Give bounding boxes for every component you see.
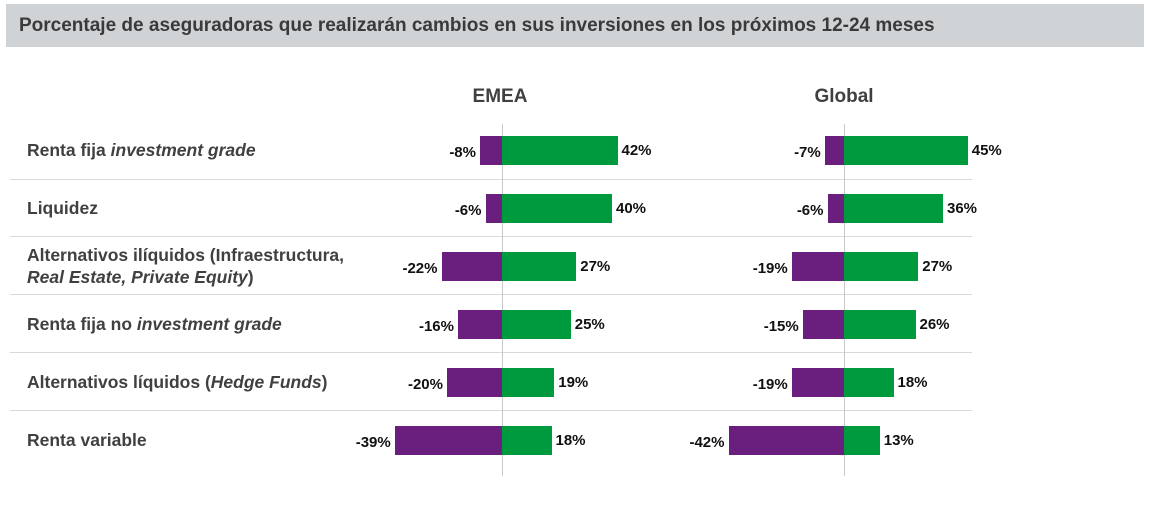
bar-increase bbox=[502, 310, 571, 339]
bar-increase-label: 27% bbox=[922, 258, 953, 275]
bar-increase bbox=[502, 368, 555, 397]
bar-decrease-label: -22% bbox=[402, 260, 438, 277]
bar-increase bbox=[502, 194, 612, 223]
bar-increase-label: 25% bbox=[574, 316, 605, 333]
row-divider bbox=[10, 179, 972, 180]
category-label: Liquidez bbox=[27, 198, 98, 218]
category-label: Alternativos líquidos (Hedge Funds) bbox=[27, 372, 328, 392]
bar-decrease bbox=[447, 368, 502, 397]
bar-increase-label: 40% bbox=[616, 200, 647, 217]
bar-decrease bbox=[824, 136, 844, 165]
bar-increase bbox=[844, 136, 968, 165]
bar-increase-label: 26% bbox=[919, 316, 950, 333]
bar-decrease-label: -6% bbox=[796, 202, 824, 219]
row-divider bbox=[10, 352, 972, 353]
bar-decrease-label: -15% bbox=[763, 318, 799, 335]
bar-decrease bbox=[441, 252, 502, 281]
bar-increase-label: 19% bbox=[558, 374, 589, 391]
bar-decrease-label: -6% bbox=[454, 202, 482, 219]
bar-decrease bbox=[458, 310, 502, 339]
bar-increase-label: 13% bbox=[883, 432, 914, 449]
category-label: Renta fija no investment grade bbox=[27, 314, 282, 334]
bar-increase bbox=[844, 194, 943, 223]
bar-increase-label: 45% bbox=[971, 142, 1002, 159]
category-label: Renta variable bbox=[27, 430, 147, 450]
bar-increase bbox=[844, 426, 880, 455]
bar-decrease bbox=[791, 252, 844, 281]
bar-decrease-label: -19% bbox=[752, 376, 788, 393]
bar-decrease-label: -39% bbox=[355, 434, 391, 451]
zero-axis-line bbox=[502, 124, 503, 476]
zero-axis-line bbox=[844, 124, 845, 476]
category-label: Renta fija investment grade bbox=[27, 140, 256, 160]
bar-decrease-label: -19% bbox=[752, 260, 788, 277]
panel-header-emea: EMEA bbox=[472, 86, 528, 107]
bar-decrease-label: -7% bbox=[794, 144, 821, 161]
bar-decrease-label: -16% bbox=[418, 318, 454, 335]
panel-header-global: Global bbox=[814, 86, 874, 107]
bar-increase bbox=[844, 310, 916, 339]
chart-title: Porcentaje de aseguradoras que realizará… bbox=[19, 15, 935, 36]
bar-increase-label: 42% bbox=[621, 142, 652, 159]
category-label: Alternativos ilíquidos (Infraestructura,… bbox=[27, 245, 344, 287]
bar-increase bbox=[502, 252, 577, 281]
bar-decrease-label: -20% bbox=[407, 376, 443, 393]
row-divider bbox=[10, 236, 972, 237]
bar-increase-label: 27% bbox=[580, 258, 611, 275]
bar-decrease bbox=[728, 426, 844, 455]
bar-decrease bbox=[827, 194, 844, 223]
bar-increase bbox=[844, 368, 894, 397]
bar-decrease bbox=[480, 136, 502, 165]
title-bar: Porcentaje de aseguradoras que realizará… bbox=[6, 4, 1144, 47]
bar-increase-label: 18% bbox=[555, 432, 586, 449]
bar-increase-label: 36% bbox=[947, 200, 978, 217]
bar-decrease bbox=[485, 194, 502, 223]
bar-increase-label: 18% bbox=[897, 374, 928, 391]
row-divider bbox=[10, 294, 972, 295]
bar-decrease bbox=[802, 310, 844, 339]
row-divider bbox=[10, 410, 972, 411]
bar-increase bbox=[844, 252, 919, 281]
bar-decrease bbox=[791, 368, 844, 397]
bar-increase bbox=[502, 136, 618, 165]
bar-decrease-label: -8% bbox=[449, 144, 476, 161]
bar-decrease bbox=[394, 426, 502, 455]
bar-decrease-label: -42% bbox=[689, 434, 725, 451]
bar-increase bbox=[502, 426, 552, 455]
